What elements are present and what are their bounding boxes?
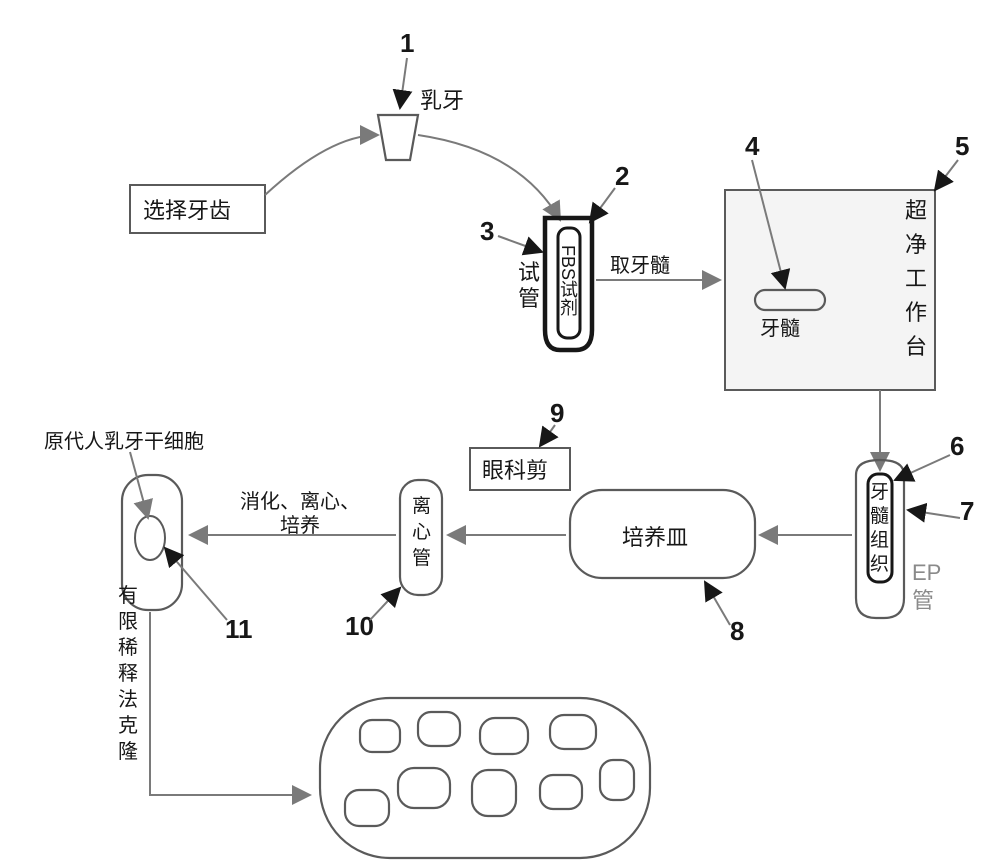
num-8: 8: [730, 616, 744, 646]
label-select-tooth: 选择牙齿: [143, 198, 231, 223]
colony-3: [480, 718, 528, 754]
leader-1: [400, 58, 407, 108]
node-scissors: 眼科剪: [470, 448, 570, 490]
primary-inner: [135, 516, 165, 560]
leader-7: [908, 510, 960, 518]
ld3: 稀: [118, 636, 138, 659]
leader-2: [590, 188, 615, 222]
label-scissors: 眼科剪: [482, 458, 548, 483]
colony-7: [472, 770, 516, 816]
tooth-icon: [378, 115, 418, 160]
node-test-tube: FBS试剂: [545, 218, 592, 350]
colony-1: [360, 720, 400, 752]
node-centrifuge: 离 心 管: [400, 480, 442, 595]
leader-3: [498, 236, 542, 252]
node-ep-tube: 牙 髓 组 织: [856, 460, 904, 618]
label-extract-pulp: 取牙髓: [610, 254, 670, 277]
leader-5: [935, 160, 958, 190]
arrow-select-to-tooth: [265, 135, 378, 195]
num-4: 4: [745, 131, 760, 161]
leader-9: [540, 425, 555, 446]
cb3: 工: [905, 266, 927, 291]
ld6: 克: [118, 714, 138, 737]
colony-5: [600, 760, 634, 800]
num-6: 6: [950, 431, 964, 461]
cb4: 作: [905, 300, 927, 325]
label-tube-1: 试: [518, 260, 540, 285]
c1: 离: [412, 495, 431, 517]
pt1: 牙: [870, 482, 889, 503]
c2: 心: [412, 522, 431, 543]
label-primary: 原代人乳牙干细胞: [44, 430, 204, 453]
label-process1: 消化、离心、: [240, 490, 360, 513]
ld2: 限: [118, 610, 138, 633]
label-milk-tooth: 乳牙: [420, 88, 464, 113]
label-tube-2: 管: [518, 286, 540, 311]
num-1: 1: [400, 28, 414, 58]
pt2: 髓: [870, 505, 889, 527]
clean-bench-box: [725, 190, 935, 390]
node-culture-dish: 培养皿: [570, 490, 755, 578]
num-5: 5: [955, 131, 969, 161]
num-7: 7: [960, 496, 974, 526]
colony-9: [345, 790, 389, 826]
num-9: 9: [550, 398, 564, 428]
ld5: 法: [118, 688, 138, 711]
num-2: 2: [615, 161, 629, 191]
label-ep1: EP: [912, 560, 941, 585]
leader-primary: [130, 452, 148, 518]
pt3: 组: [870, 529, 889, 551]
pt4: 织: [870, 553, 889, 575]
node-clean-bench: 牙髓 超 净 工 作 台: [725, 190, 935, 390]
leader-11: [165, 548, 227, 620]
label-ep2: 管: [912, 588, 934, 613]
num-11: 11: [225, 614, 253, 644]
cb1: 超: [905, 198, 927, 223]
ld1: 有: [118, 584, 138, 607]
label-pulp: 牙髓: [760, 317, 800, 340]
num-10: 10: [345, 611, 374, 641]
arrow-tooth-to-tube: [418, 135, 560, 220]
cb5: 台: [905, 334, 927, 359]
label-limited-dilution: 有 限 稀 释 法 克 隆: [118, 584, 138, 763]
c3: 管: [412, 547, 431, 569]
num-3: 3: [480, 216, 494, 246]
colony-2: [418, 712, 460, 746]
node-colony-plate: [320, 698, 650, 858]
colony-4: [550, 715, 596, 749]
leader-10: [370, 588, 400, 620]
flowchart-canvas: 1 乳牙 选择牙齿 FBS试剂 2 3 试 管 取牙髓 牙髓 超 净: [0, 0, 1000, 868]
node-milk-tooth: 1 乳牙: [378, 28, 464, 160]
leader-8: [705, 582, 730, 625]
label-process2: 培养: [280, 514, 320, 537]
label-fbs: FBS试剂: [558, 245, 578, 316]
label-dish: 培养皿: [622, 525, 688, 550]
ld7: 隆: [118, 740, 138, 763]
ld4: 释: [118, 662, 138, 685]
colony-6: [540, 775, 582, 809]
colony-8: [398, 768, 450, 808]
node-select-tooth: 选择牙齿: [130, 185, 265, 233]
cb2: 净: [905, 232, 927, 257]
